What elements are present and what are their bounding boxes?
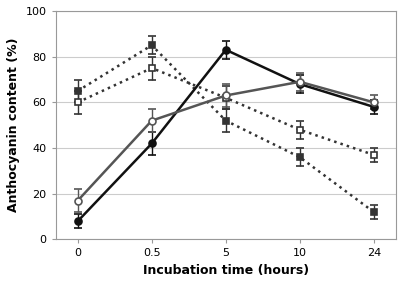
Y-axis label: Anthocyanin content (%): Anthocyanin content (%) [7,38,20,212]
X-axis label: Incubation time (hours): Incubation time (hours) [143,264,309,277]
